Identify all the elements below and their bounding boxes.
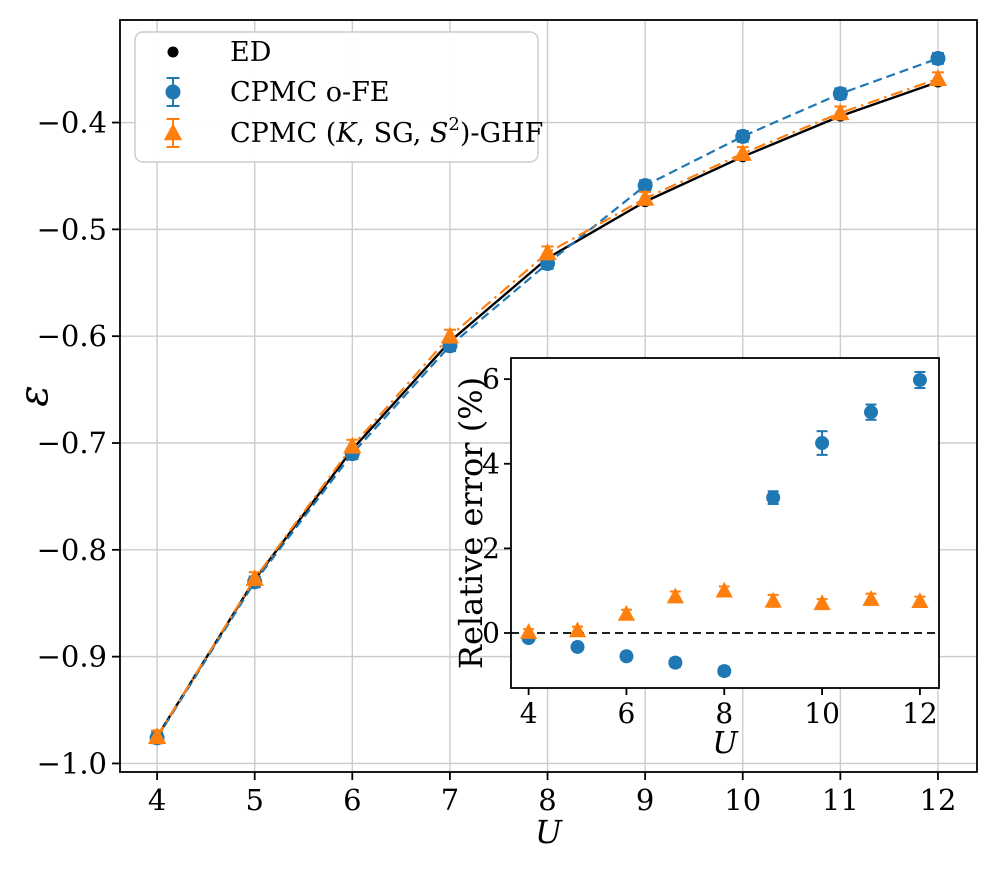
x-tick-label: 12 bbox=[902, 697, 938, 730]
y-tick-label: −0.5 bbox=[37, 212, 107, 246]
data-point-marker bbox=[928, 69, 948, 86]
x-tick-label: 8 bbox=[538, 783, 556, 817]
y-tick-label: 2 bbox=[482, 532, 500, 565]
data-point-marker bbox=[764, 591, 782, 608]
data-point-marker bbox=[538, 243, 557, 261]
data-point-marker bbox=[519, 623, 538, 639]
data-point-marker bbox=[912, 373, 927, 387]
y-tick-label: 4 bbox=[482, 447, 500, 480]
main-y-axis-label: ε bbox=[11, 385, 57, 406]
x-tick-label: 6 bbox=[618, 697, 636, 730]
main-spines bbox=[119, 19, 978, 773]
data-point-marker bbox=[911, 592, 929, 609]
data-point-marker bbox=[766, 490, 781, 505]
inset-series-0 bbox=[521, 370, 927, 679]
data-point-marker bbox=[668, 655, 683, 670]
data-point-marker bbox=[733, 143, 752, 161]
data-point-marker bbox=[715, 581, 733, 598]
data-point-marker bbox=[832, 86, 848, 102]
main-x-axis-label: U bbox=[535, 813, 563, 851]
legend: ED CPMC o-FE CPMC (K, SG, S2)-GHF bbox=[134, 31, 543, 163]
legend-label: CPMC (K, SG, S2)-GHF bbox=[230, 114, 543, 149]
data-point-marker bbox=[813, 594, 831, 611]
legend-marker bbox=[165, 84, 181, 100]
data-point-marker bbox=[619, 649, 634, 664]
inset-xlabel-text: U bbox=[712, 726, 739, 761]
inset-axes: 4 6 8 10 12 0 2 4 6 U Relative error (%) bbox=[452, 357, 940, 761]
data-point-marker bbox=[637, 178, 653, 194]
data-point-marker bbox=[147, 727, 167, 744]
data-point-marker bbox=[666, 587, 684, 604]
x-tick-label: 6 bbox=[343, 783, 361, 817]
x-tick-label: 10 bbox=[724, 783, 761, 817]
data-point-marker bbox=[570, 639, 585, 654]
x-tick-label: 5 bbox=[245, 783, 263, 817]
y-tick-label: −0.6 bbox=[37, 319, 107, 353]
main-x-ticks: 4 5 6 7 8 9 10 11 12 bbox=[148, 772, 957, 817]
main-line-2 bbox=[156, 77, 939, 738]
inset-y-ticks: 0 2 4 6 bbox=[482, 363, 511, 650]
inset-series-1 bbox=[519, 581, 929, 639]
x-tick-label: 12 bbox=[920, 783, 957, 817]
data-point-marker bbox=[635, 188, 655, 206]
legend-label: CPMC o-FE bbox=[230, 77, 390, 108]
legend-entry-0: ED bbox=[167, 37, 271, 68]
data-point-marker bbox=[245, 569, 264, 586]
data-point-marker bbox=[735, 128, 751, 144]
x-tick-label: 4 bbox=[520, 697, 538, 730]
legend-entry-1: CPMC o-FE bbox=[165, 77, 390, 108]
inset-y-axis-label: Relative error (%) bbox=[452, 377, 490, 669]
y-tick-label: −0.7 bbox=[37, 426, 107, 460]
inset-ylabel-text: Relative error (%) bbox=[452, 377, 490, 669]
y-tick-label: 6 bbox=[482, 363, 500, 396]
data-point-marker bbox=[343, 436, 362, 454]
legend-label: ED bbox=[230, 37, 271, 68]
legend-box bbox=[134, 31, 539, 163]
y-tick-label: −1.0 bbox=[37, 746, 107, 780]
data-point-marker bbox=[617, 604, 636, 621]
y-tick-label: −0.8 bbox=[37, 533, 107, 567]
y-tick-label: 0 bbox=[482, 617, 500, 650]
data-point-marker bbox=[568, 621, 587, 638]
main-y-ticks: −0.4 −0.5 −0.6 −0.7 −0.8 −0.9 −1.0 bbox=[37, 106, 120, 780]
x-tick-label: 11 bbox=[822, 783, 859, 817]
data-point-marker bbox=[864, 405, 879, 420]
legend-marker bbox=[163, 123, 183, 141]
x-tick-label: 10 bbox=[804, 697, 840, 730]
legend-marker bbox=[167, 46, 179, 58]
main-xlabel-text: U bbox=[535, 813, 563, 851]
data-point-marker bbox=[831, 103, 850, 121]
x-tick-label: 9 bbox=[636, 783, 654, 817]
data-point-marker bbox=[717, 664, 732, 679]
y-tick-label: −0.9 bbox=[37, 640, 107, 674]
inset-x-ticks: 4 6 8 10 12 bbox=[520, 688, 938, 730]
inset-x-axis-label: U bbox=[712, 726, 739, 761]
x-tick-label: 8 bbox=[715, 697, 733, 730]
data-point-marker bbox=[930, 50, 946, 66]
legend-entry-2: CPMC (K, SG, S2)-GHF bbox=[163, 114, 543, 149]
data-point-marker bbox=[440, 326, 460, 344]
data-point-marker bbox=[862, 590, 880, 606]
x-tick-label: 7 bbox=[441, 783, 459, 817]
main-ylabel-text: ε bbox=[11, 385, 57, 406]
data-point-marker bbox=[815, 436, 830, 451]
x-tick-label: 4 bbox=[148, 783, 166, 817]
y-tick-label: −0.4 bbox=[37, 106, 107, 140]
main-series-2 bbox=[147, 69, 948, 745]
